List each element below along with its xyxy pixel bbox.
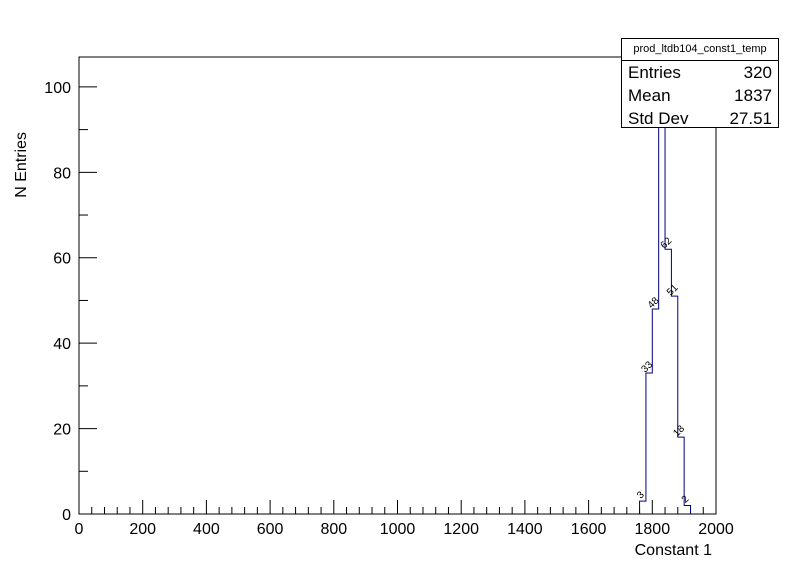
bin-count-label: 62 xyxy=(659,235,675,251)
stats-row-stddev: Std Dev 27.51 xyxy=(622,107,778,130)
bin-count-label: 2 xyxy=(680,494,692,506)
stddev-label: Std Dev xyxy=(628,109,689,128)
y-axis: 0 20 40 60 80 100 xyxy=(44,80,97,524)
histogram-series-line xyxy=(639,73,692,514)
x-tick-label: 800 xyxy=(320,521,347,538)
x-tick-label: 400 xyxy=(193,521,220,538)
y-tick-label: 60 xyxy=(53,251,71,268)
stats-box: prod_ltdb104_const1_temp Entries 320 Mea… xyxy=(621,38,779,128)
x-tick-label: 1200 xyxy=(443,521,479,538)
x-tick-label: 600 xyxy=(257,521,284,538)
stats-row-entries: Entries 320 xyxy=(622,61,778,84)
y-tick-label: 20 xyxy=(53,422,71,439)
bin-count-label: 51 xyxy=(665,282,681,298)
stddev-value: 27.51 xyxy=(729,109,772,128)
mean-value: 1837 xyxy=(734,86,772,105)
x-tick-label: 2000 xyxy=(698,521,734,538)
x-tick-label: 1000 xyxy=(380,521,416,538)
x-tick-label: 1600 xyxy=(571,521,607,538)
y-tick-label: 100 xyxy=(44,80,71,97)
x-tick-label: 1400 xyxy=(507,521,543,538)
entries-value: 320 xyxy=(743,63,772,82)
y-axis-label: N Entries xyxy=(13,132,30,198)
y-tick-label: 40 xyxy=(53,336,71,353)
x-axis-label: Constant 1 xyxy=(635,542,712,559)
stats-title: prod_ltdb104_const1_temp xyxy=(622,39,778,61)
stats-row-mean: Mean 1837 xyxy=(622,84,778,107)
bin-count-label: 18 xyxy=(671,423,687,439)
entries-label: Entries xyxy=(628,63,681,82)
bin-count-label: 3 xyxy=(635,489,647,501)
x-tick-label: 200 xyxy=(129,521,156,538)
y-tick-label: 0 xyxy=(62,507,71,524)
mean-label: Mean xyxy=(628,86,671,105)
bin-count-label: 33 xyxy=(640,359,656,375)
x-axis: 0 200 400 600 800 1000 1200 1400 1600 1800 2000 xyxy=(75,500,734,538)
x-tick-label: 0 xyxy=(75,521,84,538)
bin-count-label: 48 xyxy=(646,295,662,311)
y-tick-label: 80 xyxy=(53,165,71,182)
x-tick-label: 1800 xyxy=(635,521,671,538)
